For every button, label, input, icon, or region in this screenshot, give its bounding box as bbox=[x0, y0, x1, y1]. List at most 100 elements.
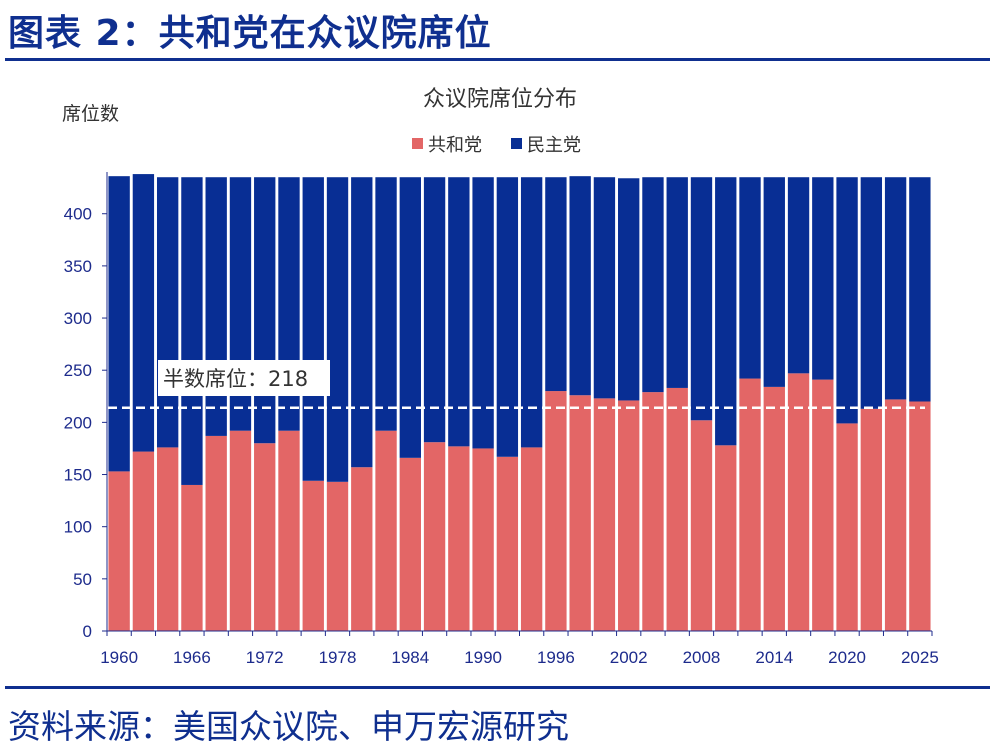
majority-label: 半数席位：218 bbox=[163, 367, 308, 391]
y-tick-label: 50 bbox=[73, 570, 92, 589]
y-tick-label: 400 bbox=[64, 205, 92, 224]
y-tick-label: 150 bbox=[64, 466, 92, 485]
bar-republican-2016 bbox=[787, 373, 810, 631]
bar-democrat-2008 bbox=[690, 177, 713, 421]
page-title: 图表 2：共和党在众议院席位 bbox=[8, 13, 492, 54]
bar-democrat-2004 bbox=[642, 177, 664, 393]
bar-democrat-1998 bbox=[569, 176, 591, 396]
bar-democrat-2002 bbox=[618, 178, 640, 401]
bar-democrat-2012 bbox=[739, 177, 761, 379]
bar-republican-1988 bbox=[448, 446, 470, 631]
bar-republican-1990 bbox=[472, 448, 494, 631]
footer-divider bbox=[5, 686, 990, 689]
legend-label-democrat: 民主党 bbox=[527, 135, 581, 156]
bar-democrat-1978 bbox=[326, 177, 349, 482]
chart-title: 众议院席位分布 bbox=[423, 87, 577, 112]
bar-democrat-1960 bbox=[108, 176, 130, 472]
bar-democrat-1990 bbox=[472, 177, 494, 449]
bar-democrat-2024 bbox=[884, 177, 907, 400]
y-tick-label: 200 bbox=[64, 413, 92, 432]
y-tick-label: 300 bbox=[64, 309, 92, 328]
bar-republican-1976 bbox=[302, 480, 324, 631]
x-tick-label: 2002 bbox=[610, 648, 648, 667]
x-tick-label: 1990 bbox=[464, 648, 502, 667]
bar-republican-2002 bbox=[618, 400, 640, 631]
bar-democrat-1968 bbox=[205, 177, 227, 436]
bar-republican-2018 bbox=[812, 379, 834, 631]
seat-distribution-chart: 席位数 众议院席位分布 共和党 民主党 0 50 100 150 200 250 300 35… bbox=[62, 87, 939, 667]
bar-republican-2014 bbox=[763, 386, 785, 631]
bar-democrat-2010 bbox=[715, 177, 737, 446]
bar-democrat-1986 bbox=[423, 177, 446, 443]
bar-republican-2008 bbox=[690, 420, 713, 631]
bar-republican-1960 bbox=[108, 471, 130, 631]
bar-republican-2020 bbox=[836, 423, 858, 631]
bar-republican-1974 bbox=[278, 430, 300, 631]
bar-republican-1962 bbox=[132, 451, 155, 631]
x-tick-label: 1996 bbox=[537, 648, 575, 667]
bar-democrat-2020 bbox=[836, 177, 858, 424]
y-axis-ticks: 0 50 100 150 200 250 300 350 400 bbox=[64, 205, 107, 641]
y-tick-label: 100 bbox=[64, 518, 92, 537]
bar-democrat-2006 bbox=[666, 177, 688, 388]
x-tick-label: 1960 bbox=[100, 648, 138, 667]
bar-republican-1980 bbox=[351, 467, 373, 631]
bar-republican-2000 bbox=[593, 398, 616, 631]
y-tick-label: 350 bbox=[64, 257, 92, 276]
x-tick-label: 1972 bbox=[246, 648, 284, 667]
bar-democrat-1980 bbox=[351, 177, 373, 468]
legend-label-republican: 共和党 bbox=[428, 135, 482, 156]
legend: 共和党 民主党 bbox=[412, 135, 581, 156]
bar-republican-1982 bbox=[375, 430, 397, 631]
bar-democrat-2022 bbox=[860, 177, 883, 409]
bars-group bbox=[108, 174, 931, 631]
legend-swatch-republican bbox=[412, 138, 423, 149]
majority-reference: 半数席位：218 bbox=[108, 360, 925, 410]
majority-label-box bbox=[158, 360, 330, 396]
bar-republican-2022 bbox=[860, 408, 883, 631]
bar-democrat-2025 bbox=[909, 177, 931, 402]
bar-republican-2025 bbox=[909, 401, 931, 631]
bar-democrat-1988 bbox=[448, 177, 470, 447]
bar-democrat-1982 bbox=[375, 177, 397, 431]
legend-swatch-democrat bbox=[511, 138, 522, 149]
bar-republican-1998 bbox=[569, 395, 591, 631]
bar-republican-1994 bbox=[520, 447, 543, 631]
bar-democrat-1962 bbox=[132, 174, 155, 452]
bar-democrat-2018 bbox=[812, 177, 834, 380]
bar-democrat-1984 bbox=[399, 177, 421, 458]
bar-democrat-2014 bbox=[763, 177, 785, 387]
bar-democrat-1996 bbox=[545, 177, 567, 392]
bar-republican-1984 bbox=[399, 457, 421, 631]
bar-republican-2010 bbox=[715, 445, 737, 631]
x-tick-label: 2014 bbox=[755, 648, 793, 667]
bar-democrat-1972 bbox=[254, 177, 276, 444]
y-tick-label: 0 bbox=[83, 622, 92, 641]
bar-democrat-2000 bbox=[593, 177, 616, 399]
bar-republican-1970 bbox=[229, 430, 252, 631]
bar-democrat-2016 bbox=[787, 177, 810, 374]
bar-republican-1972 bbox=[254, 443, 276, 631]
bar-republican-1992 bbox=[496, 456, 519, 631]
bar-republican-1986 bbox=[423, 442, 446, 631]
header-divider bbox=[5, 58, 990, 61]
source-note: 资料来源：美国众议院、申万宏源研究 bbox=[8, 707, 569, 746]
x-tick-label: 1978 bbox=[319, 648, 357, 667]
bar-democrat-1966 bbox=[181, 177, 203, 485]
bar-republican-2004 bbox=[642, 392, 664, 631]
bar-republican-2024 bbox=[884, 399, 907, 631]
y-tick-label: 250 bbox=[64, 361, 92, 380]
x-tick-label: 2025 bbox=[901, 648, 939, 667]
bar-republican-1968 bbox=[205, 435, 227, 631]
x-tick-label: 1984 bbox=[391, 648, 429, 667]
bar-democrat-1994 bbox=[520, 177, 543, 448]
bar-republican-2012 bbox=[739, 378, 761, 631]
y-axis-label: 席位数 bbox=[62, 103, 119, 125]
bar-republican-1978 bbox=[326, 481, 349, 631]
x-tick-label: 1966 bbox=[173, 648, 211, 667]
bar-democrat-1976 bbox=[302, 177, 324, 481]
bar-republican-1996 bbox=[545, 391, 567, 631]
x-tick-label: 2020 bbox=[828, 648, 866, 667]
bar-republican-1966 bbox=[181, 484, 203, 631]
x-tick-label: 2008 bbox=[683, 648, 721, 667]
